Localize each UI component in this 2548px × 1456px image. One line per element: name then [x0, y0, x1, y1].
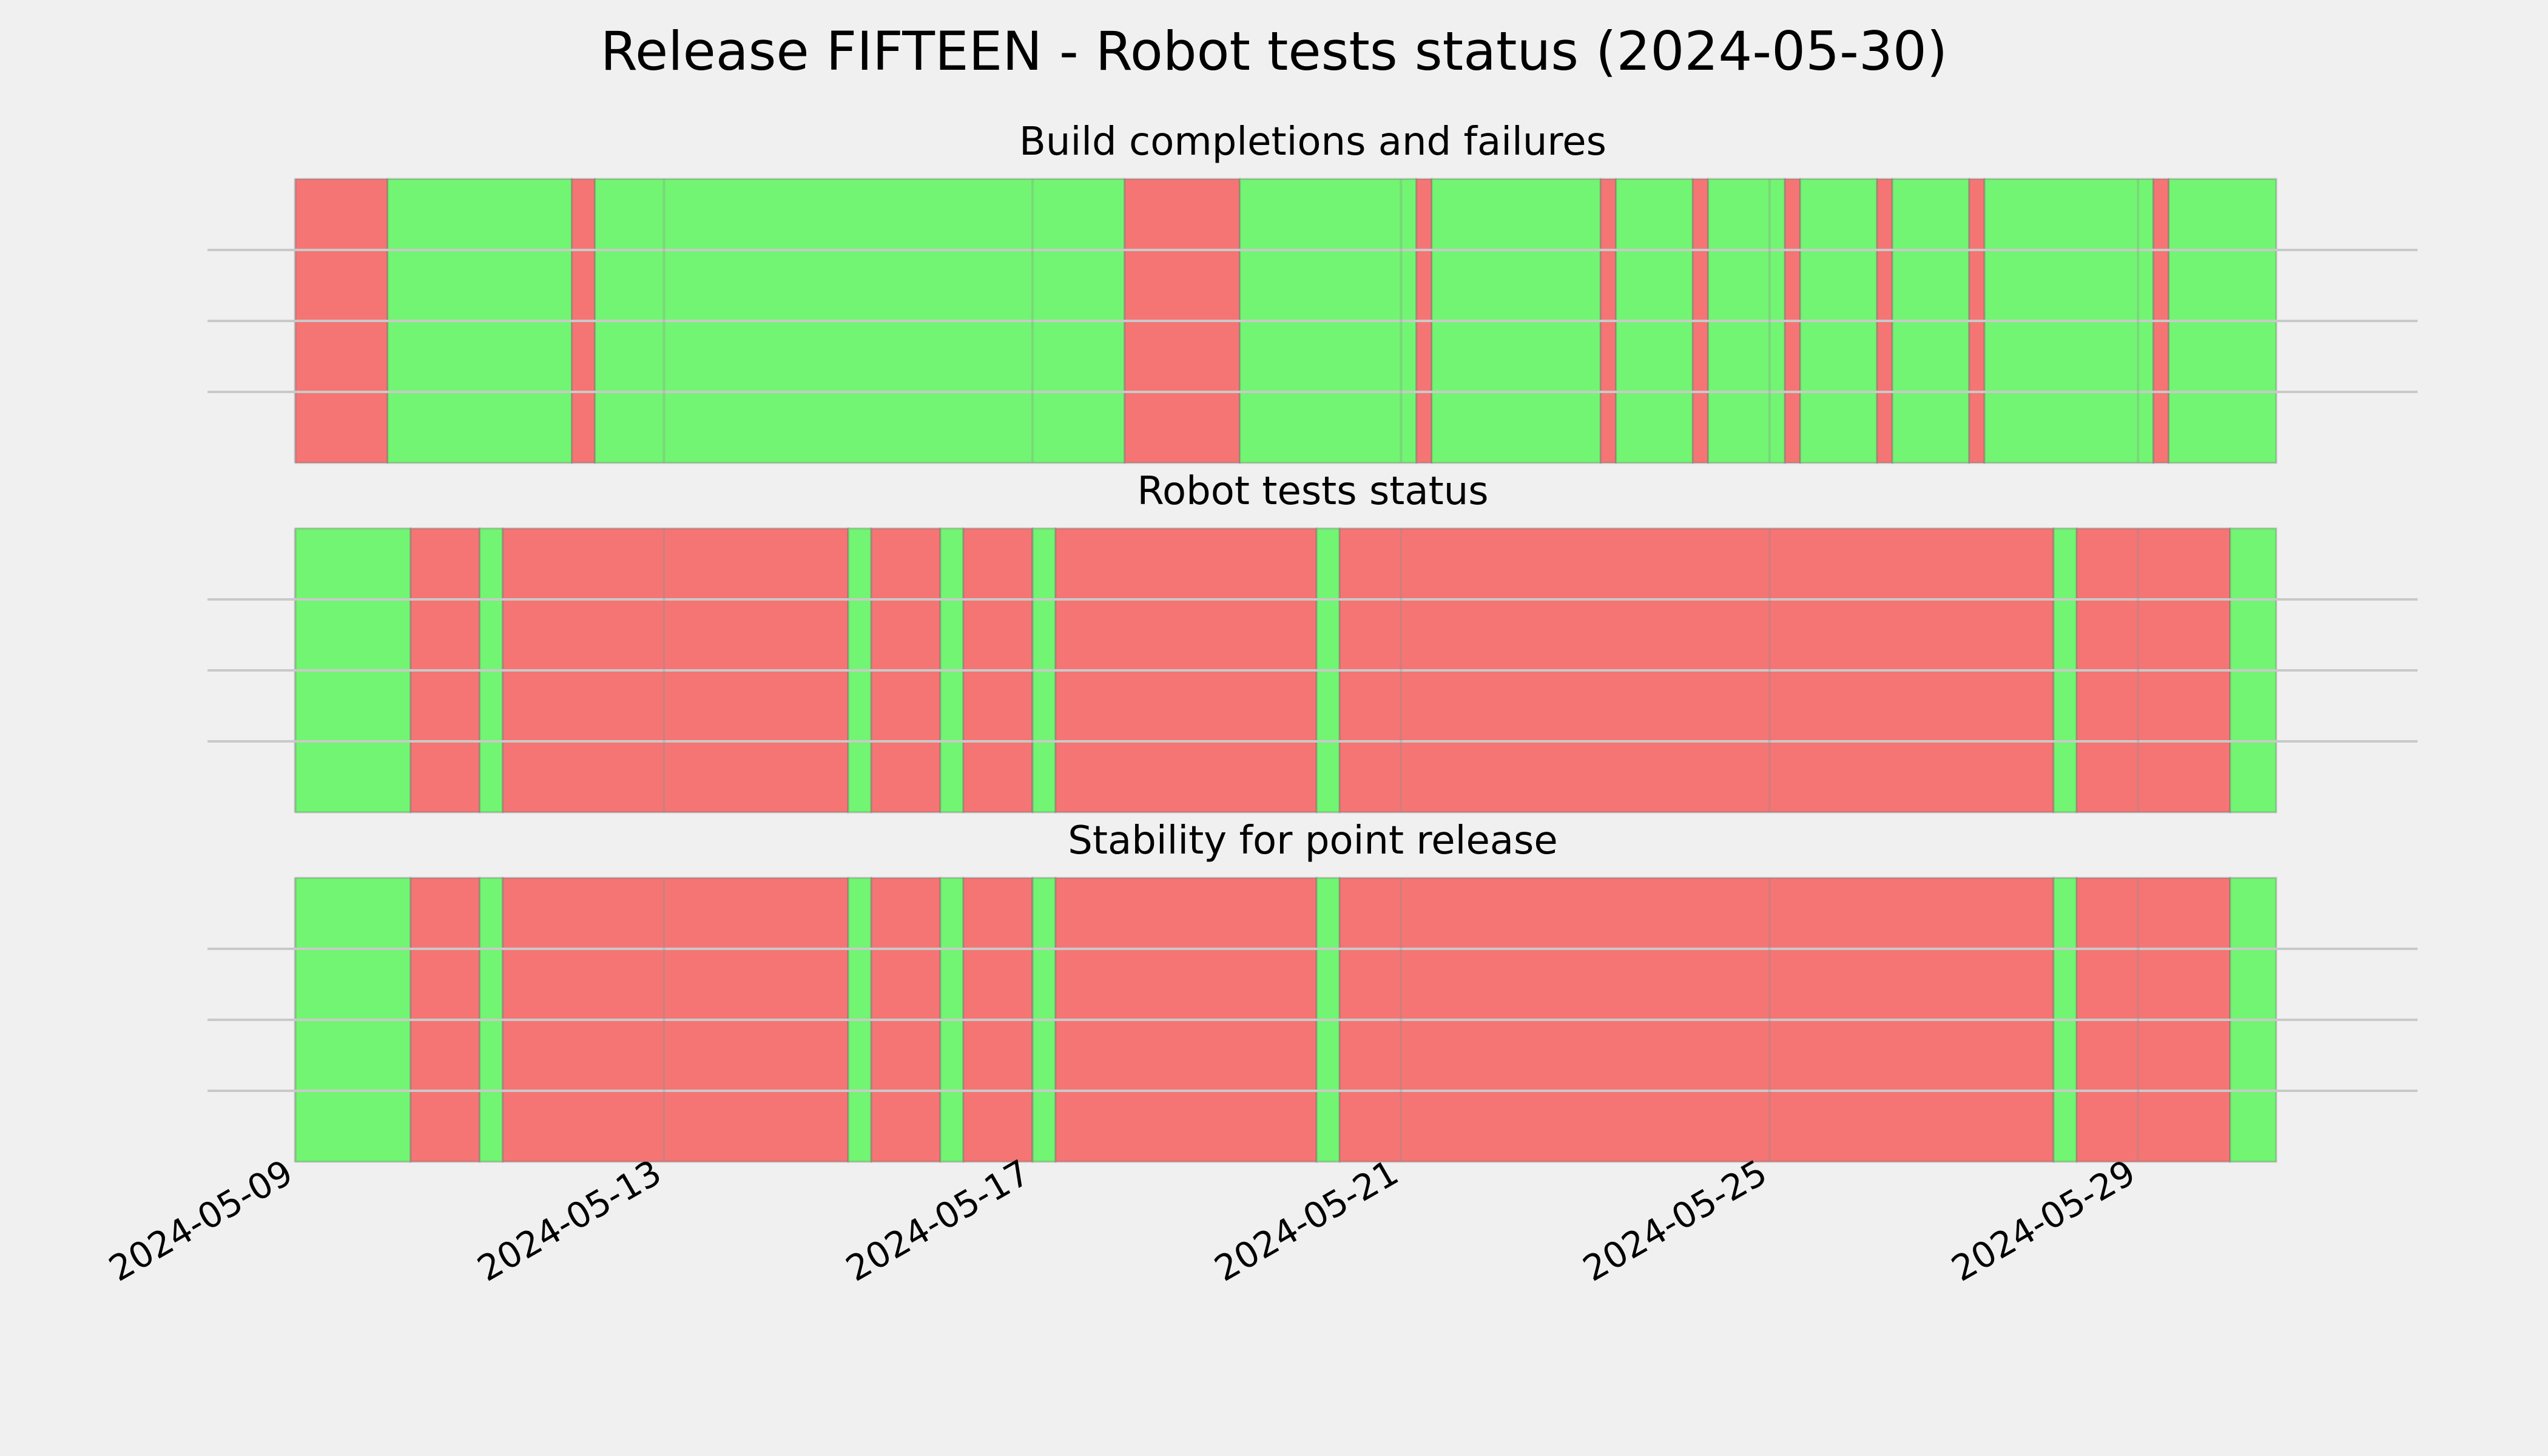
x-tick-label: 2024-05-21 [1207, 1151, 1405, 1289]
panel-title: Build completions and failures [1019, 120, 1606, 164]
chart-title: Release FIFTEEN - Robot tests status (20… [601, 20, 1947, 83]
x-tick-label: 2024-05-29 [1944, 1151, 2142, 1289]
panel-2: Robot tests status [207, 469, 2418, 814]
x-tick-label: 2024-05-09 [102, 1151, 300, 1289]
x-tick-label: 2024-05-17 [839, 1151, 1037, 1289]
panel-1: Build completions and failures [207, 120, 2418, 464]
x-tick-label: 2024-05-13 [471, 1151, 669, 1289]
panel-3: Stability for point release [207, 818, 2418, 1163]
x-axis-ticks: 2024-05-09 2024-05-13 2024-05-17 2024-05-21… [102, 1151, 2142, 1289]
x-tick-label: 2024-05-25 [1576, 1151, 1774, 1289]
chart-panels: Build completions and failures Robot test… [207, 120, 2418, 1163]
panel-title: Robot tests status [1137, 469, 1488, 514]
panel-title: Stability for point release [1068, 818, 1558, 863]
